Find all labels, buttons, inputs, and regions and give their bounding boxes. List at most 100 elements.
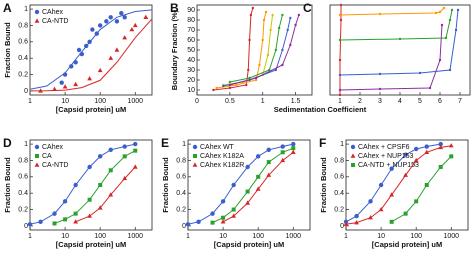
marker — [378, 206, 384, 212]
panel-label: F — [319, 136, 326, 150]
series-line — [29, 18, 153, 92]
marker — [132, 164, 138, 169]
marker — [413, 157, 419, 163]
marker — [268, 68, 271, 72]
marker — [251, 6, 255, 10]
series-line — [229, 14, 283, 83]
x-tick-label: 1 — [28, 98, 32, 105]
series-line — [339, 24, 443, 91]
series-line — [229, 14, 300, 86]
x-tick-label: 4 — [398, 98, 402, 105]
marker — [264, 10, 268, 14]
marker — [378, 72, 382, 76]
marker — [290, 149, 296, 154]
marker — [247, 68, 250, 72]
y-tick-label: 0.6 — [334, 174, 344, 181]
marker — [143, 14, 149, 19]
marker — [339, 3, 343, 7]
marker — [52, 211, 57, 216]
marker — [212, 88, 215, 92]
marker — [338, 73, 342, 77]
y-axis-label: Fraction Bound — [3, 157, 12, 213]
x-tick-label: 100 — [94, 98, 106, 105]
marker — [266, 147, 271, 153]
marker — [378, 87, 382, 91]
marker — [245, 189, 250, 194]
marker — [132, 22, 138, 28]
marker — [438, 165, 443, 169]
marker — [220, 199, 226, 204]
marker — [231, 213, 237, 218]
series-line — [75, 166, 136, 223]
y-tick-label: 0.4 — [18, 55, 28, 62]
marker — [389, 219, 394, 224]
marker — [52, 221, 57, 226]
marker — [104, 19, 109, 24]
marker — [258, 63, 261, 67]
y-tick-label: 0.8 — [334, 157, 344, 164]
marker — [434, 11, 438, 15]
marker — [378, 182, 384, 188]
marker — [108, 15, 113, 20]
y-tick-label: 0.4 — [176, 190, 186, 197]
x-tick-label: 1 — [261, 98, 265, 105]
plot-frame — [29, 139, 153, 231]
y-tick-label: 0.2 — [176, 206, 186, 213]
marker — [62, 199, 68, 204]
marker — [424, 149, 430, 154]
marker — [354, 213, 359, 219]
marker — [438, 58, 442, 62]
x-tick-label: 1 — [338, 98, 342, 105]
legend-marker — [34, 162, 40, 167]
marker — [338, 93, 342, 97]
series-line — [339, 5, 342, 95]
marker — [73, 219, 79, 224]
marker — [73, 182, 78, 188]
y-tick-label: 0 — [24, 223, 28, 230]
y-tick-label: 0.4 — [334, 190, 344, 197]
x-tick-label: 1000 — [443, 233, 459, 240]
marker — [38, 219, 43, 225]
marker — [418, 71, 422, 75]
marker — [87, 76, 93, 81]
x-tick-label: 10 — [61, 233, 69, 240]
marker — [438, 144, 444, 150]
marker — [456, 8, 460, 12]
marker — [122, 175, 128, 181]
marker — [87, 164, 92, 170]
marker — [248, 38, 251, 42]
marker — [245, 164, 250, 170]
y-tick-label: 0.6 — [18, 174, 28, 181]
y-tick-label: 0.2 — [18, 206, 28, 213]
marker — [281, 48, 284, 52]
marker — [108, 192, 114, 197]
marker — [73, 211, 78, 216]
marker — [254, 76, 258, 80]
marker — [228, 80, 232, 84]
marker — [98, 183, 103, 187]
x-tick-label: 100 — [410, 233, 422, 240]
series-line — [213, 7, 254, 91]
marker — [448, 68, 452, 72]
marker — [256, 174, 261, 179]
marker — [271, 13, 274, 17]
marker — [289, 43, 292, 47]
legend-label: CA-NTD — [42, 162, 68, 169]
marker — [413, 146, 419, 152]
plot-frame — [187, 139, 311, 231]
marker — [122, 144, 127, 149]
legend-label: CAhex K182R — [200, 162, 244, 169]
x-axis-label: [Capsid protein] uM — [214, 240, 284, 249]
marker — [255, 154, 261, 159]
series-line — [345, 145, 452, 225]
y-tick-label: 1 — [340, 141, 344, 148]
marker — [448, 18, 452, 22]
legend-marker — [34, 9, 40, 15]
marker — [27, 222, 33, 227]
marker — [76, 47, 82, 53]
x-tick-label: 2 — [358, 98, 362, 105]
marker — [228, 86, 232, 90]
marker — [338, 38, 342, 42]
marker — [235, 83, 238, 87]
legend-label: CAhex WT — [200, 144, 235, 151]
